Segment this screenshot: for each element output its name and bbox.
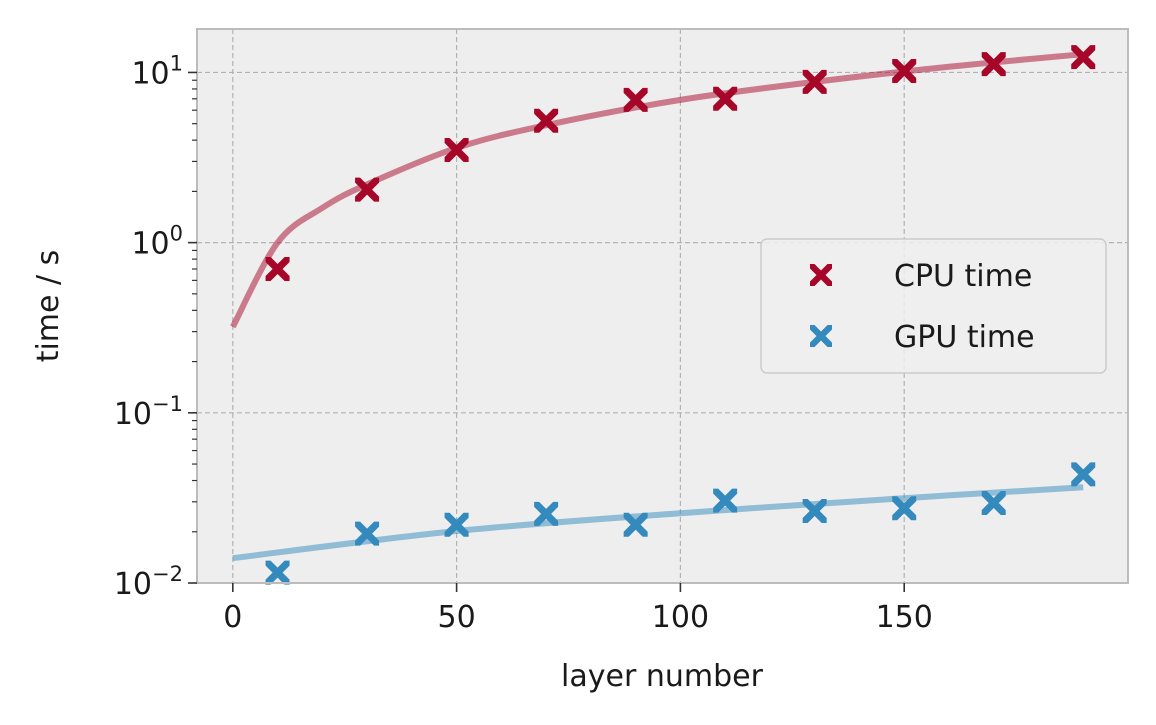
fit-line-gpu (232, 484, 1084, 562)
marker-gpu (981, 491, 1006, 516)
marker-cpu (1071, 45, 1096, 70)
legend-marker-gpu (810, 325, 832, 347)
marker-cpu (444, 138, 469, 163)
legend-marker-cpu (810, 264, 832, 286)
marker-gpu (1071, 462, 1096, 487)
marker-cpu (265, 256, 290, 281)
marker-cpu (981, 52, 1006, 77)
data-markers (265, 45, 1096, 585)
legend-label-gpu: GPU time (894, 320, 1035, 355)
marker-gpu (802, 498, 827, 523)
y-tick-label: 10−2 (114, 562, 183, 602)
legend: CPU time GPU time (760, 238, 1107, 374)
x-tick-label: 100 (652, 600, 709, 635)
axis-ticks: 0 50 100 150 10−2 10−1 100 101 (114, 51, 933, 635)
marker-gpu (355, 521, 380, 546)
marker-gpu (444, 512, 469, 537)
plot-frame (196, 28, 1129, 584)
x-axis-label: layer number (561, 659, 764, 694)
x-tick-label: 0 (223, 600, 242, 635)
y-tick-label: 10−1 (114, 392, 183, 432)
y-tick-label: 101 (131, 51, 183, 91)
marker-gpu (534, 501, 559, 526)
x-tick-label: 150 (876, 600, 933, 635)
marker-gpu (713, 488, 738, 513)
marker-gpu (623, 512, 648, 537)
marker-cpu (534, 108, 559, 133)
marker-cpu (802, 69, 827, 94)
y-axis-label: time / s (31, 250, 66, 363)
marker-cpu (713, 86, 738, 111)
legend-x-gpu (810, 325, 832, 347)
x-tick-label: 50 (438, 600, 476, 635)
marker-gpu (265, 560, 290, 585)
marker-gpu (892, 496, 917, 521)
marker-cpu (623, 87, 648, 112)
legend-label-cpu: CPU time (894, 259, 1032, 294)
marker-cpu (892, 58, 917, 83)
legend-x-cpu (810, 264, 832, 286)
legend-box (760, 238, 1107, 374)
marker-cpu (355, 177, 380, 202)
y-tick-label: 100 (131, 222, 183, 262)
